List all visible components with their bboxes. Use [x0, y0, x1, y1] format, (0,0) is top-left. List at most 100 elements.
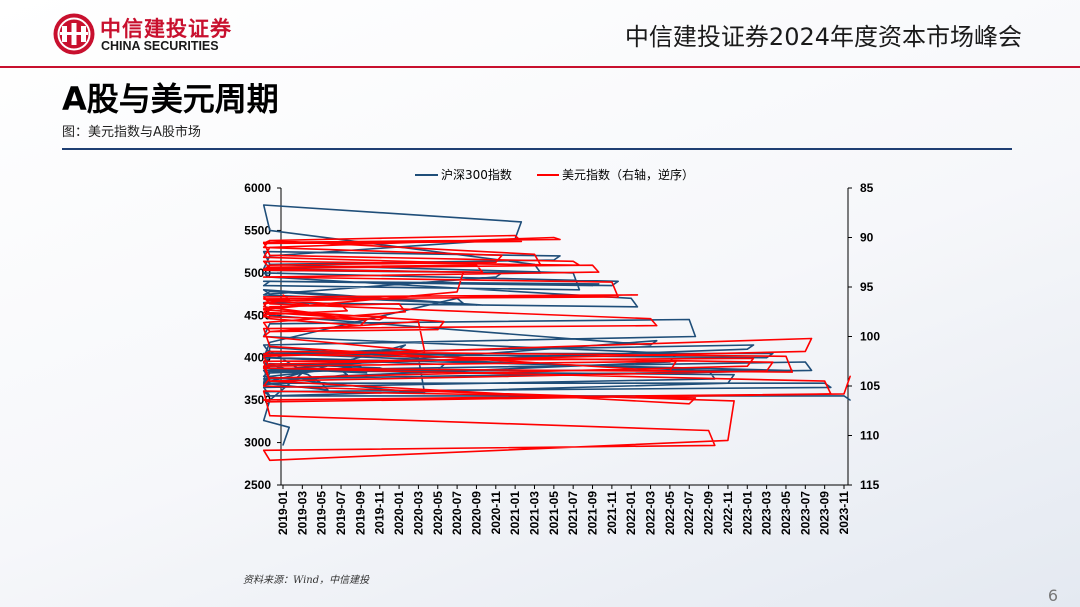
data-point: [269, 395, 271, 397]
data-point: [533, 253, 536, 255]
data-point: [269, 375, 271, 377]
data-point: [263, 289, 265, 291]
x-tick-label: 2020-03: [411, 491, 425, 535]
data-point: [475, 264, 477, 266]
data-point: [263, 369, 265, 371]
data-point: [269, 331, 271, 333]
data-point: [766, 357, 768, 359]
data-point: [514, 234, 516, 237]
data-point: [321, 314, 323, 316]
data-point: [263, 367, 265, 369]
data-point: [263, 306, 265, 308]
data-point: [417, 321, 419, 323]
data-point: [366, 372, 368, 374]
data-point: [785, 355, 787, 357]
x-tick-label: 2023-05: [779, 491, 793, 535]
data-point: [263, 241, 265, 243]
x-tick-label: 2021-11: [605, 491, 619, 535]
data-point: [714, 444, 716, 446]
data-point: [327, 389, 329, 391]
data-point: [366, 319, 368, 321]
data-point: [727, 439, 729, 441]
y-right-tick-label: 90: [860, 231, 874, 245]
page-number: 6: [1047, 586, 1058, 605]
data-point: [766, 370, 768, 372]
chart-plot-area: [262, 204, 851, 462]
logo-chinese-name: 中信建投证券: [100, 17, 232, 41]
x-tick-label: 2023-01: [740, 491, 754, 535]
data-point: [269, 239, 271, 242]
x-tick-label: 2019-07: [334, 491, 348, 535]
data-point: [553, 236, 555, 239]
data-point: [495, 276, 497, 278]
data-point: [650, 344, 652, 346]
data-point: [288, 426, 290, 428]
data-point: [708, 429, 710, 432]
data-point: [630, 297, 632, 299]
data-point: [520, 240, 522, 243]
data-point: [772, 352, 774, 355]
data-point: [269, 280, 271, 282]
data-point: [398, 303, 400, 305]
data-point: [263, 246, 265, 248]
data-point: [269, 323, 271, 325]
legend-label-csi300: 沪深300指数: [441, 167, 512, 182]
data-point: [269, 363, 271, 365]
data-point: [385, 316, 387, 318]
data-point: [263, 294, 265, 296]
data-point: [269, 300, 271, 302]
figure-divider: [62, 148, 1012, 150]
data-point: [282, 294, 284, 296]
y-right-tick-label: 110: [860, 429, 880, 443]
data-point: [727, 382, 729, 384]
data-point: [269, 290, 271, 293]
data-point: [263, 328, 265, 330]
data-point: [656, 340, 658, 342]
data-point: [269, 298, 271, 300]
chart-legend: 沪深300指数 美元指数（右轴，逆序）: [415, 167, 694, 182]
y-right-tick-label: 85: [860, 181, 874, 195]
y-right-tick-label: 115: [860, 478, 880, 492]
data-point: [482, 304, 484, 306]
data-point: [269, 415, 271, 417]
data-point: [462, 271, 464, 273]
data-point: [598, 283, 600, 285]
data-point: [617, 296, 619, 298]
data-point: [263, 204, 265, 206]
x-tick-label: 2021-07: [566, 491, 580, 535]
data-point: [263, 268, 265, 270]
data-point: [263, 242, 265, 244]
data-point: [598, 271, 600, 273]
data-point: [269, 312, 271, 314]
data-point: [269, 229, 271, 231]
data-point: [263, 312, 265, 314]
data-point: [269, 264, 271, 266]
source-note: 资料来源：Wind，中信建投: [243, 575, 370, 586]
data-point: [263, 353, 265, 355]
data-point: [849, 375, 851, 377]
x-tick-label: 2021-01: [508, 491, 522, 535]
event-title: 中信建投证券2024年度资本市场峰会: [624, 23, 1022, 51]
y-right-tick-label: 105: [860, 379, 880, 393]
data-point: [591, 285, 594, 287]
x-tick-label: 2023-09: [818, 491, 832, 535]
data-point: [462, 302, 464, 304]
data-point: [269, 299, 271, 301]
data-point: [269, 303, 271, 305]
x-tick-label: 2019-03: [295, 491, 309, 535]
x-tick-label: 2020-05: [431, 491, 445, 535]
data-point: [263, 260, 265, 262]
data-point: [636, 306, 639, 308]
y-left-tick-label: 6000: [244, 181, 271, 195]
data-point: [269, 382, 271, 384]
x-tick-label: 2019-11: [373, 491, 387, 535]
data-point: [830, 386, 832, 388]
data-point: [772, 361, 774, 363]
data-point: [611, 285, 613, 287]
data-point: [785, 369, 787, 371]
data-point: [263, 256, 265, 258]
data-point: [675, 360, 677, 362]
data-point: [269, 306, 271, 308]
x-tick-label: 2023-11: [837, 491, 851, 535]
x-tick-label: 2019-05: [315, 491, 329, 535]
